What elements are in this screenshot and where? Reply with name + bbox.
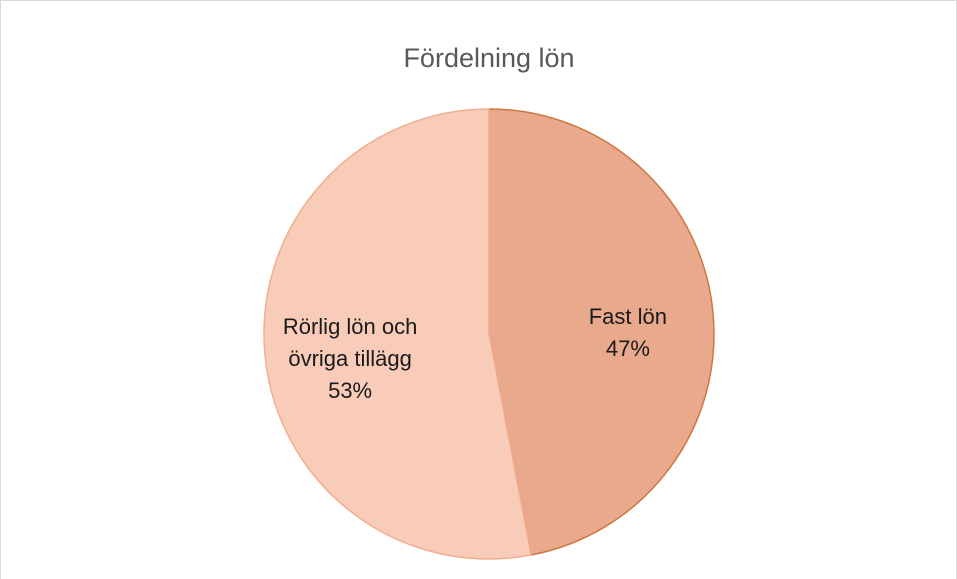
category-label: Fast lön: [588, 303, 667, 329]
value-label: 47%: [605, 335, 650, 361]
slice-label: Fast lön 47%: [548, 301, 708, 365]
slice-label: Rörlig lön och övriga tillägg 53%: [270, 311, 430, 407]
category-label: Rörlig lön och övriga tillägg: [282, 314, 418, 372]
value-label: 53%: [328, 378, 373, 404]
pie-slice: [263, 108, 533, 560]
pie-slice: [488, 108, 715, 556]
chart-title: Fördelning lön: [403, 43, 574, 73]
